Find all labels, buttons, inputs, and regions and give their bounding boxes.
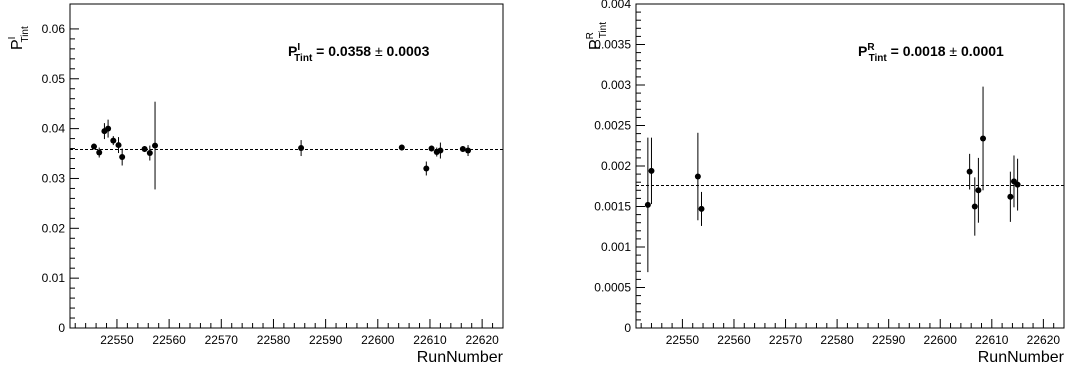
y-tick-label: 0 (58, 321, 65, 335)
y-tick-label: 0.003 (601, 78, 631, 92)
data-point (96, 149, 103, 156)
x-tick-label: 22580 (820, 333, 854, 347)
data-point (459, 146, 466, 153)
data-point (110, 137, 117, 144)
x-tick-label: 22590 (309, 333, 343, 347)
data-point (971, 203, 978, 210)
x-tick-label: 22570 (769, 333, 803, 347)
data-point (90, 143, 97, 150)
data-point (298, 145, 305, 152)
x-tick-label: 22560 (152, 333, 186, 347)
data-point (115, 142, 122, 149)
y-tick-label: 0.0035 (594, 38, 631, 52)
y-tick-label: 0.0005 (594, 281, 631, 295)
data-point (398, 144, 405, 151)
data-point (152, 142, 159, 149)
x-tick-label: 22550 (100, 333, 134, 347)
x-tick-label: 22600 (361, 333, 395, 347)
x-tick-label: 22570 (205, 333, 239, 347)
fit-result-annotation: PI Tint = 0.0358 ± 0.0003 (288, 42, 430, 64)
y-axis-label: PI Tint (7, 26, 31, 50)
data-point (1007, 193, 1014, 200)
x-tick-label: 22620 (465, 333, 499, 347)
data-point (975, 187, 982, 194)
x-tick-label: 22620 (1027, 333, 1061, 347)
data-point (465, 147, 472, 154)
y-tick-label: 0.0015 (594, 200, 631, 214)
data-point (980, 135, 987, 142)
y-tick-label: 0.02 (42, 221, 66, 235)
data-point (423, 165, 430, 172)
x-axis-label: RunNumber (417, 349, 504, 366)
chart-1: 0 0.01 0.02 0.03 0.04 0.05 0.06 22550 22560 22570… (7, 3, 504, 366)
x-tick-label: 22610 (413, 333, 447, 347)
plot-frame (69, 3, 504, 329)
y-axis-label: PR Tint (585, 22, 609, 50)
x-tick-label: 22560 (717, 333, 751, 347)
data-point (694, 173, 701, 180)
data-point (428, 145, 435, 152)
x-tick-label: 22610 (975, 333, 1009, 347)
y-tick-label: 0.03 (42, 171, 66, 185)
data-point (1014, 181, 1021, 188)
y-tick-label: 0.05 (42, 72, 66, 86)
data-point (698, 205, 705, 212)
x-tick-label: 22550 (666, 333, 700, 347)
x-axis-label: RunNumber (978, 349, 1065, 366)
y-tick-label: 0.04 (42, 122, 66, 136)
y-tick-label: 0.004 (601, 0, 631, 11)
data-point (141, 146, 148, 153)
y-tick-label: 0.001 (601, 240, 631, 254)
fit-result-annotation: PR Tint = 0.0018 ± 0.0001 (858, 42, 1004, 64)
data-point (119, 154, 126, 161)
x-tick-label: 22580 (257, 333, 291, 347)
y-tick-label: 0.01 (42, 271, 66, 285)
data-point (648, 167, 655, 174)
y-tick-label: 0.06 (42, 22, 66, 36)
chart-2: 0 0.0005 0.001 0.0015 0.002 0.0025 0.003 0.0035… (585, 0, 1065, 366)
data-point (105, 125, 112, 132)
y-tick-label: 0.002 (601, 159, 631, 173)
x-tick-label: 22590 (872, 333, 906, 347)
data-point (437, 147, 444, 154)
y-tick-label: 0.0025 (594, 119, 631, 133)
y-tick-label: 0 (624, 321, 631, 335)
data-point (644, 201, 651, 208)
x-tick-label: 22600 (924, 333, 958, 347)
data-point (966, 168, 973, 175)
data-point (146, 150, 153, 157)
